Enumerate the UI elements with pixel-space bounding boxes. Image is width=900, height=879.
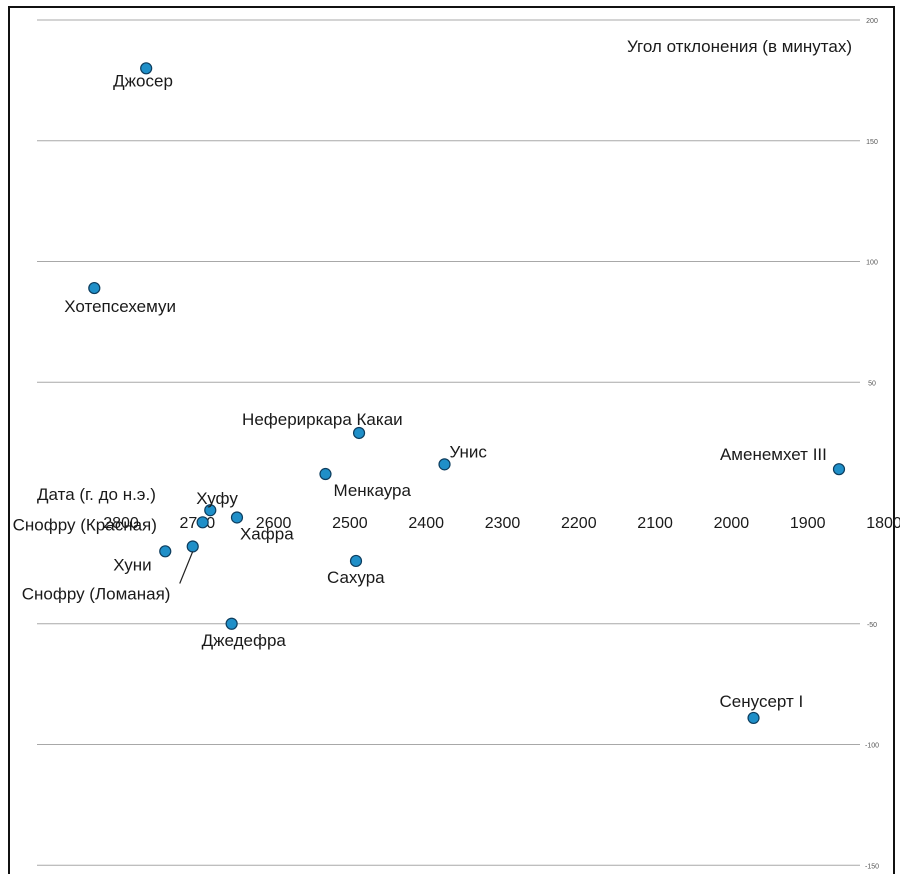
- x-tick-label: 2600: [256, 515, 292, 532]
- x-tick-label: 2500: [332, 515, 368, 532]
- data-point: [140, 62, 153, 75]
- x-tick-label: 2800: [103, 515, 139, 532]
- y-tick-label: 150: [866, 139, 878, 146]
- x-tick-label: 2300: [485, 515, 521, 532]
- leader-line: [179, 551, 194, 584]
- data-point: [225, 617, 238, 630]
- x-tick-label: 1900: [790, 515, 826, 532]
- x-axis-title: Дата (г. до н.э.): [37, 485, 156, 504]
- point-label: Хуни: [113, 555, 151, 574]
- data-point: [204, 504, 217, 517]
- data-point: [352, 426, 366, 440]
- data-point: [159, 545, 172, 558]
- data-point: [230, 511, 244, 524]
- y-tick-label: 50: [868, 380, 876, 387]
- x-tick-label: 2200: [561, 515, 597, 532]
- data-point: [88, 281, 101, 295]
- point-label: Хафра: [240, 524, 294, 543]
- y-tick-label: -50: [867, 622, 877, 629]
- y-tick-label: -100: [865, 743, 879, 750]
- data-point: [832, 463, 846, 476]
- point-label: Сенусерт I: [720, 692, 804, 711]
- data-point: [349, 554, 363, 568]
- point-label: Нефериркара Какаи: [242, 410, 403, 429]
- point-label: Хуфу: [196, 489, 238, 508]
- point-label: Унис: [450, 442, 488, 461]
- data-point: [186, 540, 199, 553]
- y-axis-title: Угол отклонения (в минутах): [627, 37, 852, 56]
- x-tick-label: 2000: [714, 515, 750, 532]
- point-label: Снофру (Ломаная): [22, 584, 171, 603]
- data-point: [319, 467, 332, 481]
- point-label: Джедефра: [202, 631, 287, 650]
- y-tick-label: 200: [866, 18, 878, 25]
- y-tick-label: 100: [866, 260, 878, 267]
- point-label: Аменемхет III: [720, 445, 827, 464]
- point-label: Сахура: [327, 568, 385, 587]
- data-point: [196, 516, 209, 529]
- data-point: [438, 458, 451, 471]
- x-tick-label: 1800: [866, 515, 900, 532]
- point-label: Снофру (Красная): [13, 515, 157, 534]
- data-point: [747, 711, 760, 725]
- x-tick-label: 2400: [408, 515, 444, 532]
- point-label: Джосер: [113, 71, 173, 90]
- y-tick-label: -150: [865, 863, 879, 870]
- plot-border: [8, 6, 895, 879]
- point-label: Хотепсехемуи: [64, 297, 176, 316]
- point-label: Менкаура: [333, 481, 411, 500]
- x-tick-label: 2100: [637, 515, 673, 532]
